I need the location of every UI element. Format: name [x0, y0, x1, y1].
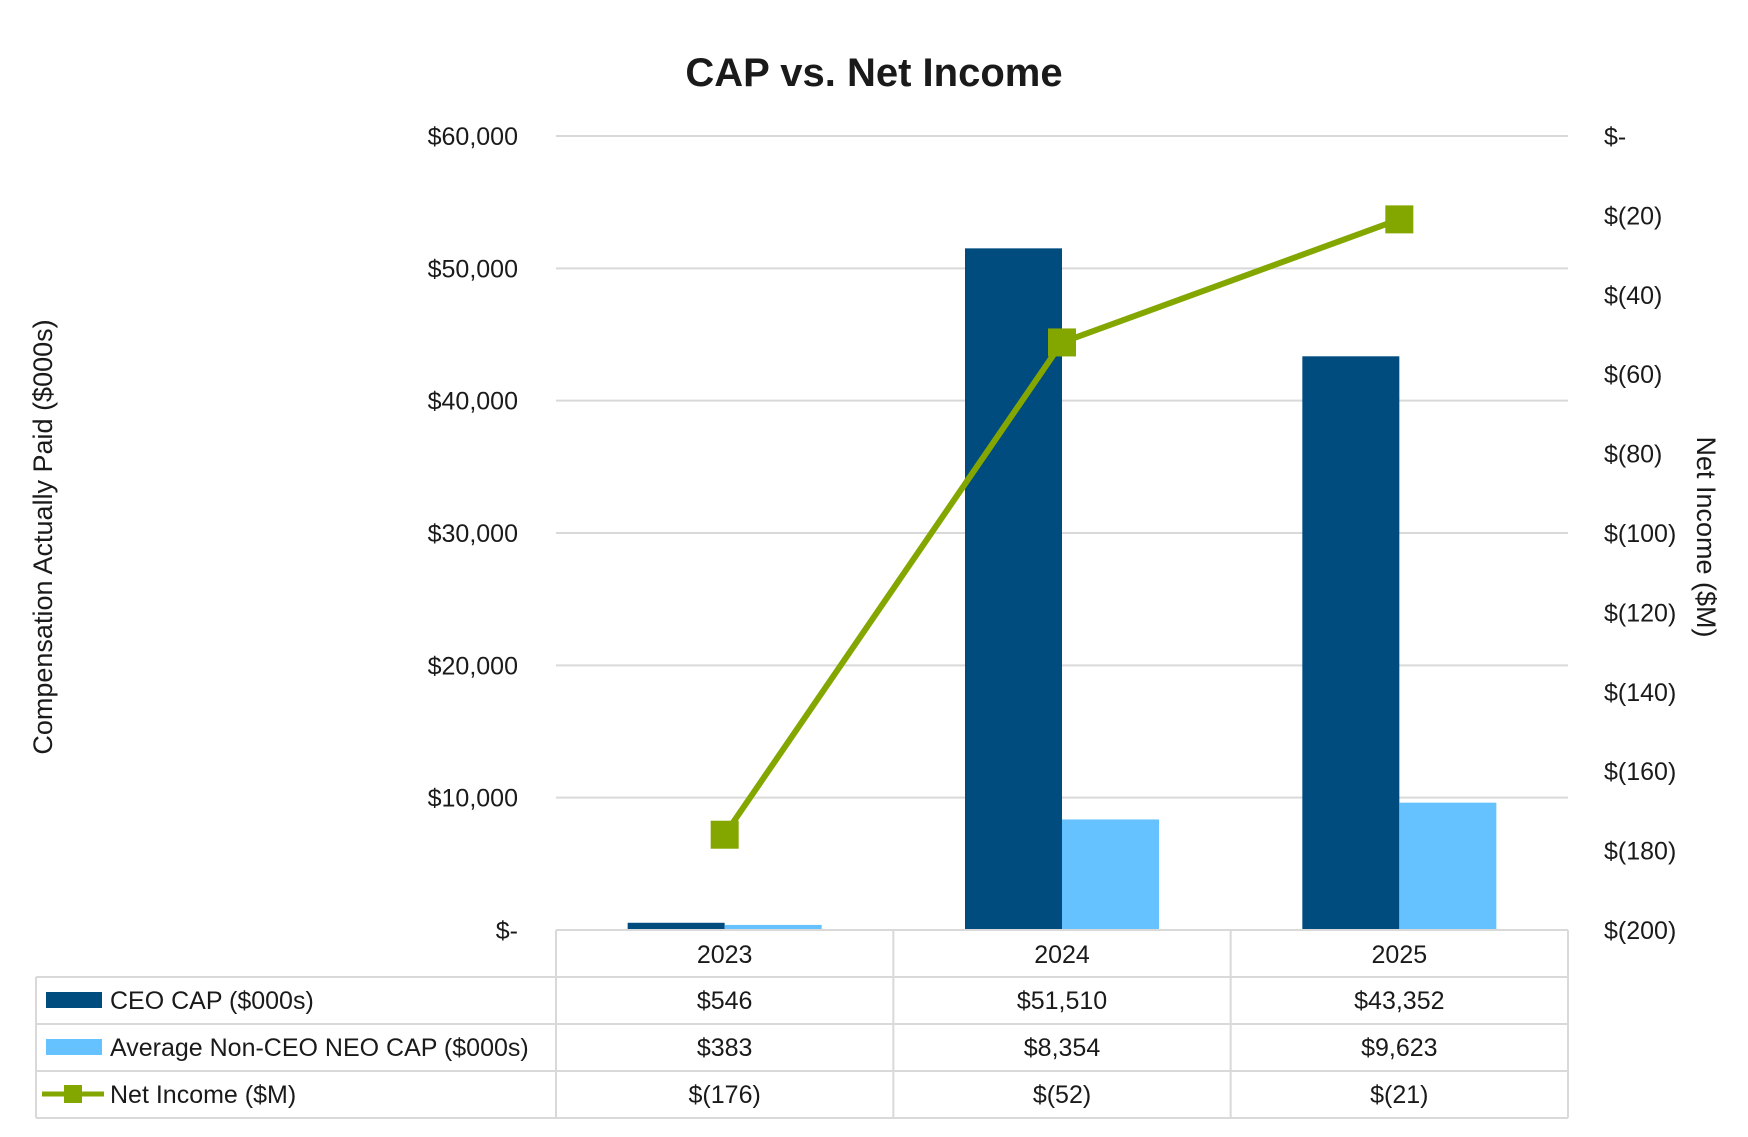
y2-tick-label: $(140): [1604, 679, 1676, 707]
y-tick-label: $20,000: [428, 652, 518, 680]
y2-tick-label: $(120): [1604, 599, 1676, 627]
x-tick-label: 2023: [697, 941, 753, 969]
y-tick-label: $30,000: [428, 520, 518, 548]
data-label: $8,354: [1024, 1034, 1101, 1062]
y2-tick-label: $(20): [1604, 202, 1662, 230]
y-tick-label: $50,000: [428, 255, 518, 283]
data-label: $(21): [1370, 1081, 1428, 1109]
legend-label: Average Non-CEO NEO CAP ($000s): [110, 1034, 529, 1062]
x-tick-label: 2025: [1372, 941, 1428, 969]
y2-tick-label: $(60): [1604, 361, 1662, 389]
data-label: $43,352: [1354, 987, 1444, 1015]
y-tick-label: $-: [496, 917, 518, 945]
data-label: $383: [697, 1034, 753, 1062]
legend-label: Net Income ($M): [110, 1081, 296, 1109]
bar-ceo-cap: [627, 922, 725, 930]
y2-tick-label: $(80): [1604, 441, 1662, 469]
legend-key-avg-neo-cap: [46, 1039, 102, 1055]
chart-title: CAP vs. Net Income: [685, 51, 1062, 95]
bars: [627, 248, 1497, 930]
net-income-line: [710, 205, 1414, 849]
y2-tick-label: $(200): [1604, 917, 1676, 945]
data-label: $51,510: [1017, 987, 1107, 1015]
x-tick-label: 2024: [1034, 941, 1090, 969]
bar-avg-neo-cap: [724, 924, 822, 930]
bar-ceo-cap: [1302, 356, 1400, 930]
net-income-point: [1385, 205, 1414, 234]
y-axis-ticks: $- $10,000 $20,000 $30,000 $40,000 $50,000 $60…: [428, 123, 518, 945]
y-tick-label: $10,000: [428, 785, 518, 813]
legend-label: CEO CAP ($000s): [110, 987, 314, 1015]
y-tick-label: $60,000: [428, 123, 518, 151]
data-label: $(52): [1033, 1081, 1091, 1109]
y-axis-title: Compensation Actually Paid ($000s): [28, 319, 58, 754]
bar-ceo-cap: [965, 248, 1062, 930]
y2-axis-ticks: $- $(20) $(40) $(60) $(80) $(100) $(120) $(140)…: [1604, 123, 1676, 945]
data-table: 2023 2024 2025 CEO CAP ($000s) $546 $51,510 $4…: [35, 929, 1569, 1119]
y2-tick-label: $-: [1604, 123, 1626, 151]
y2-axis-title: Net Income ($M): [1691, 436, 1721, 637]
net-income-point: [1048, 328, 1076, 357]
y2-tick-label: $(180): [1604, 838, 1676, 866]
net-income-point: [710, 820, 739, 849]
bar-avg-neo-cap: [1399, 802, 1497, 930]
y2-tick-label: $(160): [1604, 758, 1676, 786]
data-label: $(176): [689, 1081, 761, 1109]
legend-key-ceo-cap: [46, 992, 102, 1008]
data-label: $9,623: [1361, 1034, 1437, 1062]
y2-tick-label: $(100): [1604, 520, 1676, 548]
legend-key-net-income-marker: [64, 1085, 82, 1103]
bar-avg-neo-cap: [1062, 819, 1159, 930]
y-tick-label: $40,000: [428, 388, 518, 416]
data-label: $546: [697, 987, 753, 1015]
y2-tick-label: $(40): [1604, 282, 1662, 310]
